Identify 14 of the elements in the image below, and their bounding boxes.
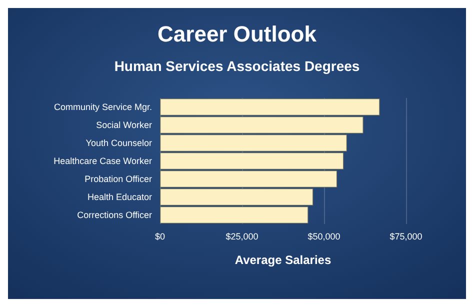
y-tick-label: Youth Counselor — [86, 138, 152, 148]
y-tick-label: Health Educator — [87, 192, 152, 202]
x-tick-label: $0 — [154, 232, 166, 242]
y-tick-label: Community Service Mgr. — [54, 102, 152, 112]
y-tick-label: Probation Officer — [84, 174, 152, 184]
x-tick-label: $75,000 — [390, 232, 422, 242]
chart-title: Career Outlook — [158, 22, 318, 46]
chart-subtitle: Human Services Associates Degrees — [114, 58, 360, 74]
y-tick-label: Corrections Officer — [77, 210, 152, 220]
x-axis-title: Average Salaries — [234, 253, 332, 267]
y-tick-label: Social Worker — [96, 120, 152, 130]
x-tick-label: $50,000 — [308, 232, 340, 242]
y-tick-label: Healthcare Case Worker — [54, 156, 152, 166]
x-tick-label: $25,000 — [226, 232, 258, 242]
